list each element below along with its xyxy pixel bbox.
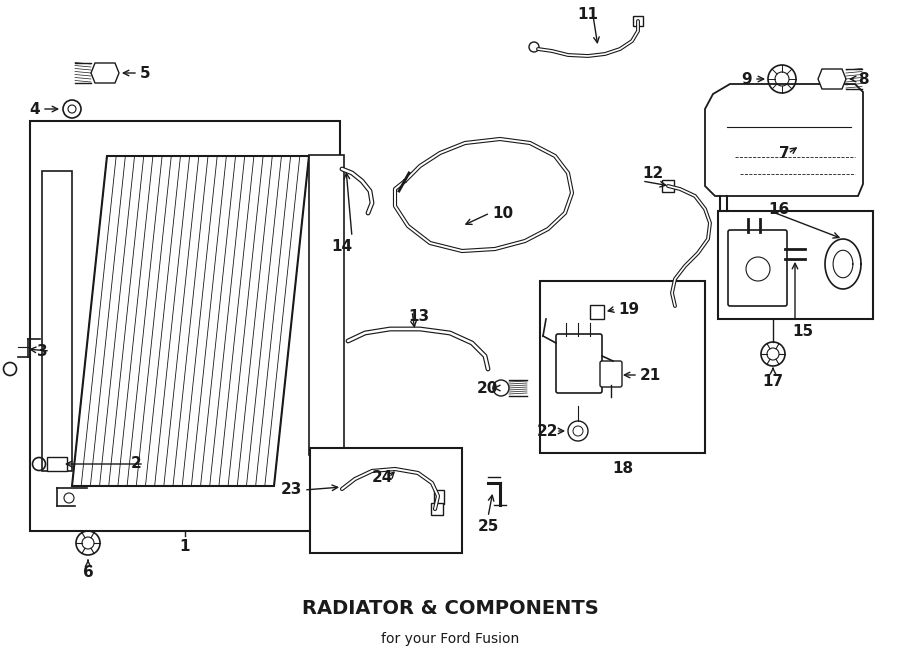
Bar [47,457,67,471]
Text: 14: 14 [331,239,353,254]
Bar [310,448,462,553]
Text: 10: 10 [492,206,513,221]
Bar [30,121,340,531]
Text: 20: 20 [477,381,498,395]
Bar [718,211,873,319]
Text: 11: 11 [578,7,599,22]
Text: 24: 24 [373,470,393,485]
Bar [590,305,604,319]
Text: 15: 15 [792,324,813,339]
Text: 12: 12 [642,166,663,181]
Text: 7: 7 [779,146,790,161]
Text: 4: 4 [30,102,40,116]
Text: 16: 16 [768,202,789,217]
Bar [434,490,444,504]
Bar [309,155,344,455]
FancyBboxPatch shape [600,361,622,387]
Polygon shape [652,316,682,346]
Text: 19: 19 [618,301,639,317]
Text: 2: 2 [131,457,142,471]
Bar [431,503,443,515]
Polygon shape [72,156,309,486]
Text: 25: 25 [477,519,499,534]
Text: 21: 21 [640,368,662,383]
Text: 9: 9 [742,71,752,87]
Text: RADIATOR & COMPONENTS: RADIATOR & COMPONENTS [302,600,598,619]
Text: for your Ford Fusion: for your Ford Fusion [381,632,519,646]
Polygon shape [91,63,119,83]
Bar [633,16,643,26]
Text: 17: 17 [762,374,784,389]
Text: 6: 6 [83,565,94,580]
Bar [540,281,705,453]
Bar [662,180,674,192]
FancyBboxPatch shape [728,230,787,306]
Bar [42,171,72,471]
Text: 23: 23 [281,483,302,498]
Polygon shape [818,69,846,89]
Text: 8: 8 [858,71,868,87]
Text: 22: 22 [536,424,558,438]
Text: 18: 18 [612,461,633,476]
FancyBboxPatch shape [556,334,602,393]
Text: 5: 5 [140,65,150,81]
Text: 13: 13 [408,309,429,324]
Text: 1: 1 [180,539,190,554]
Text: 3: 3 [38,344,48,358]
Polygon shape [705,84,863,196]
